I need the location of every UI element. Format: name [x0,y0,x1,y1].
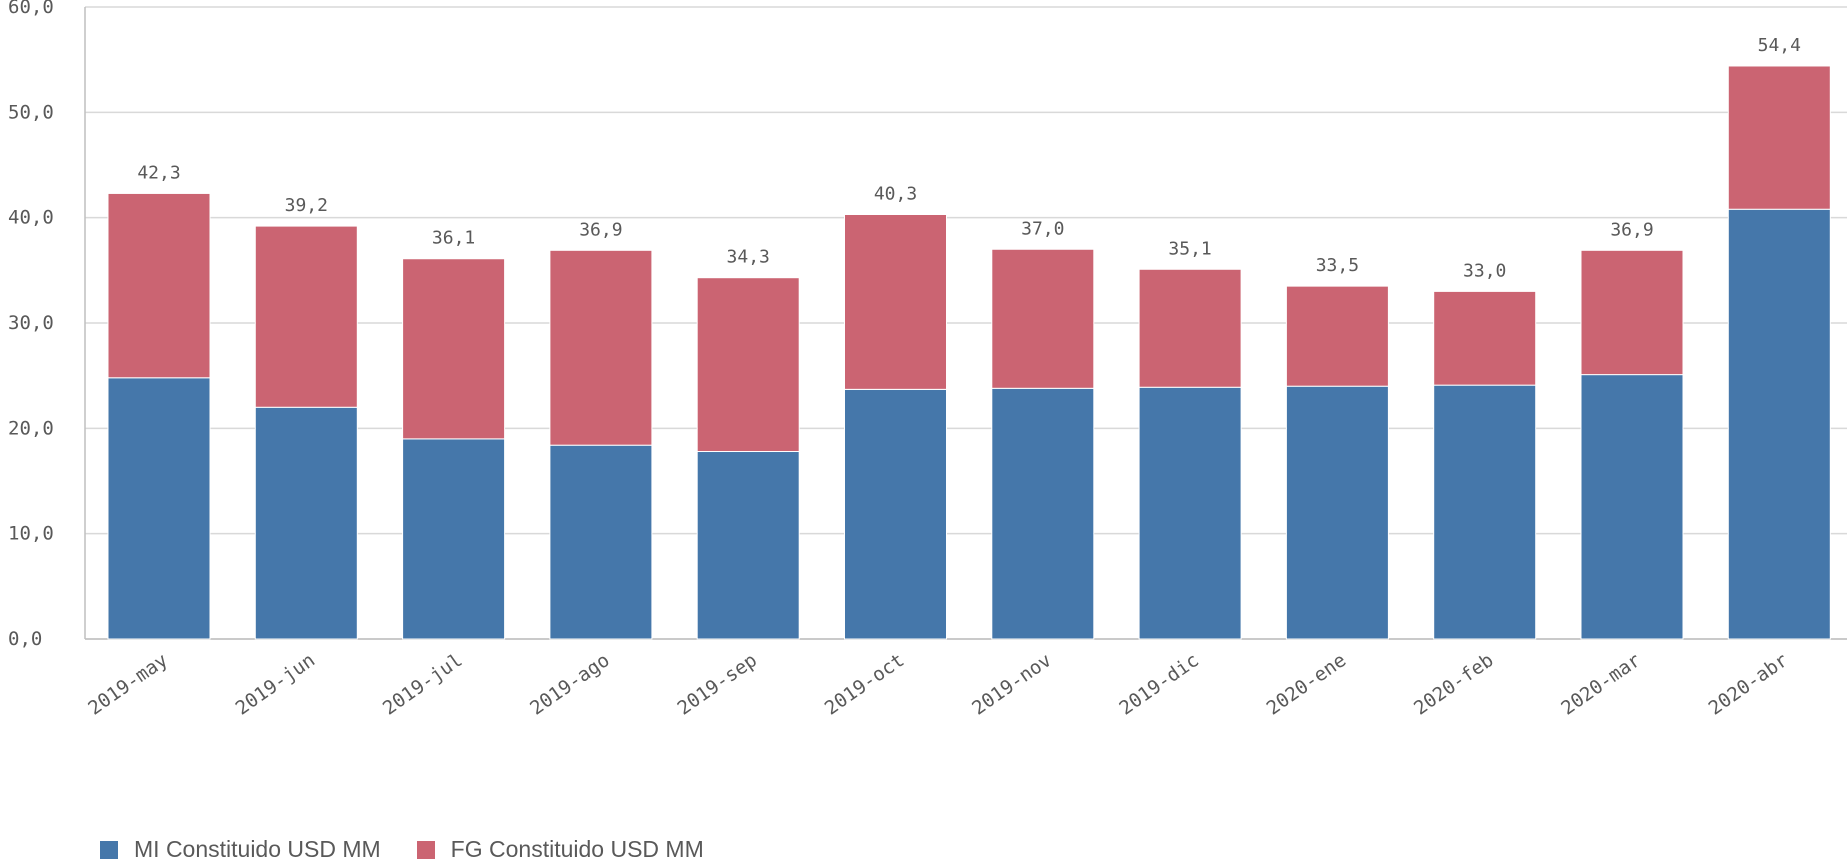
x-axis-ticks: 2019-may 2019-jun 2019-jul 2019-ago 2019-sep… [84,649,1792,720]
x-tick-label: 2020-abr [1705,649,1793,720]
chart-canvas: 0,0 10,0 20,0 30,0 40,0 50,0 60,0 42,3 39,2 36,1… [8,0,1847,720]
x-tick-label: 2019-sep [673,649,761,720]
bar-fg-segment[interactable] [402,258,506,440]
y-tick-label: 0,0 [8,628,42,650]
bar-fg-segment[interactable] [1138,268,1242,388]
x-tick-label: 2019-jun [232,649,320,720]
bars [107,65,1831,640]
x-tick-label: 2020-mar [1557,649,1645,720]
x-tick-label: 2019-may [84,649,172,720]
legend-swatch-fg [416,840,435,859]
bar-mi-segment[interactable] [696,451,800,640]
total-data-label: 39,2 [285,195,328,216]
grid-lines [84,6,1847,640]
legend-label-mi: MI Constituido USD MM [134,836,381,862]
legend-swatch-mi [100,840,118,859]
bar-fg-segment[interactable] [844,214,947,390]
y-tick-label: 60,0 [8,0,54,18]
y-tick-label: 30,0 [8,312,54,334]
x-tick-label: 2019-ago [526,649,614,720]
bar-mi-segment[interactable] [1285,385,1389,640]
total-data-label: 37,0 [1021,218,1064,239]
bar-mi-segment[interactable] [991,387,1095,640]
total-labels: 42,3 39,2 36,1 36,9 34,3 40,3 37,0 35,1 33,5 33,0… [137,35,1801,281]
legend-item-fg[interactable]: FG Constituido USD MM [416,836,704,863]
total-data-label: 33,0 [1463,260,1506,281]
x-tick-label: 2019-nov [968,649,1056,720]
y-tick-label: 50,0 [8,101,54,123]
y-tick-label: 10,0 [8,523,54,545]
bar-mi-segment[interactable] [254,406,358,640]
bar-fg-segment[interactable] [1727,65,1831,210]
bar-fg-segment[interactable] [107,192,211,379]
legend: MI Constituido USD MM FG Constituido USD… [100,836,740,863]
bar-mi-segment[interactable] [1138,386,1242,640]
total-data-label: 35,1 [1168,238,1211,259]
total-data-label: 34,3 [727,247,770,268]
bar-mi-segment[interactable] [1433,384,1537,640]
bar-fg-segment[interactable] [1580,249,1684,376]
bar-fg-segment[interactable] [254,225,358,408]
total-data-label: 54,4 [1758,35,1801,56]
bar-mi-segment[interactable] [107,377,211,640]
x-tick-label: 2019-jul [379,649,467,720]
bar-mi-segment[interactable] [1580,374,1684,640]
total-data-label: 36,9 [579,219,622,240]
bar-fg-segment[interactable] [1285,285,1389,387]
x-tick-label: 2019-dic [1115,649,1203,720]
bar-mi-segment[interactable] [1727,208,1831,640]
legend-item-mi[interactable]: MI Constituido USD MM [100,836,381,863]
total-data-label: 33,5 [1316,255,1359,276]
x-tick-label: 2020-feb [1410,649,1498,720]
y-axis-ticks: 0,0 10,0 20,0 30,0 40,0 50,0 60,0 [8,0,54,650]
legend-label-fg: FG Constituido USD MM [450,836,704,862]
bar-mi-segment[interactable] [549,444,653,640]
bar-fg-segment[interactable] [1433,290,1537,386]
bar-fg-segment[interactable] [991,248,1095,389]
bar-fg-segment[interactable] [549,249,653,446]
total-data-label: 36,1 [432,228,475,249]
x-tick-label: 2019-oct [821,649,909,720]
bar-mi-segment[interactable] [844,388,947,640]
bar-mi-segment[interactable] [402,438,506,640]
total-data-label: 36,9 [1610,219,1653,240]
y-tick-label: 20,0 [8,417,54,439]
x-tick-label: 2020-ene [1263,649,1351,720]
y-tick-label: 40,0 [8,207,54,229]
total-data-label: 42,3 [137,162,180,183]
bar-fg-segment[interactable] [696,277,800,453]
total-data-label: 40,3 [874,184,917,205]
